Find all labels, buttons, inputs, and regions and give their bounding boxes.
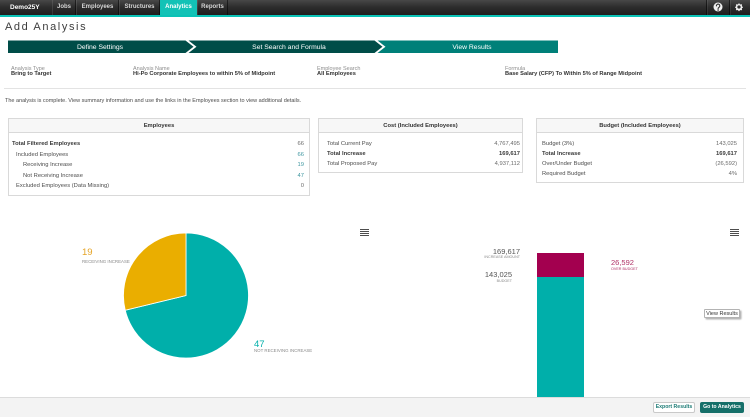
svg-text:View Results: View Results [452, 44, 492, 51]
svg-text:Set Search and Formula: Set Search and Formula [252, 44, 326, 51]
svg-text:Define Settings: Define Settings [77, 44, 124, 51]
